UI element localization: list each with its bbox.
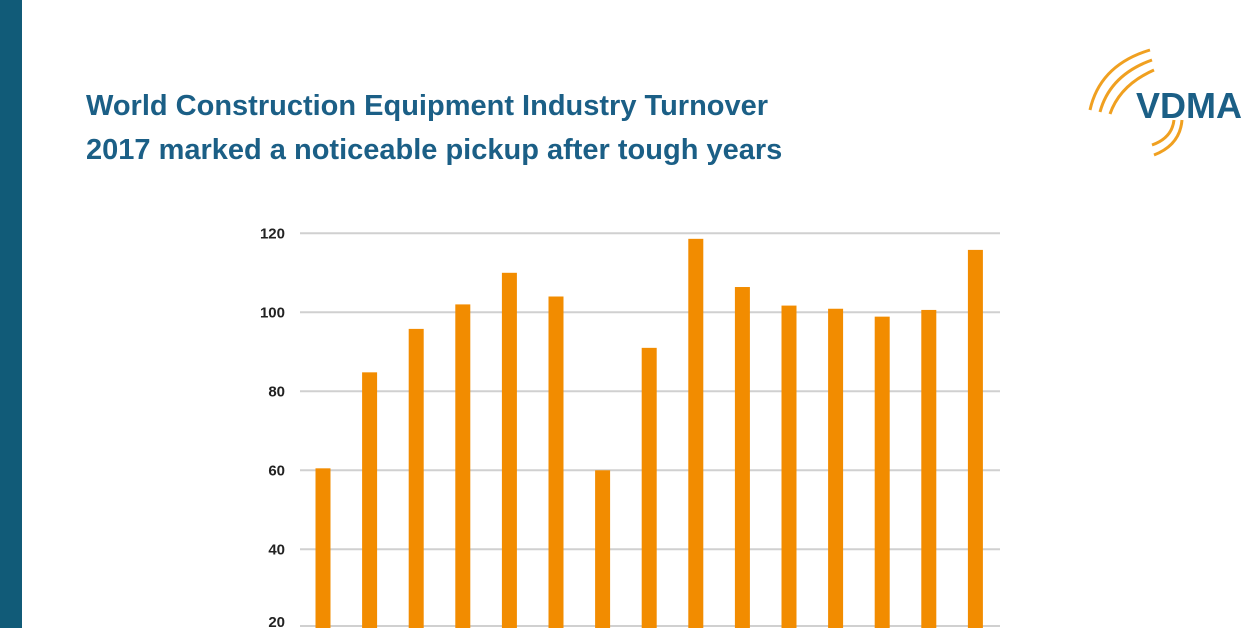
y-tick-label: 40 bbox=[268, 541, 285, 558]
bar bbox=[921, 309, 937, 628]
bar bbox=[688, 238, 704, 628]
y-tick-label: 120 bbox=[260, 225, 285, 242]
y-tick-label: 100 bbox=[260, 304, 285, 321]
bar bbox=[828, 308, 844, 628]
bar bbox=[595, 470, 611, 628]
y-tick-label: 60 bbox=[268, 462, 285, 479]
bar bbox=[455, 304, 471, 628]
bar bbox=[408, 328, 424, 628]
bar bbox=[641, 347, 657, 628]
vdma-logo: VDMA bbox=[1088, 48, 1242, 157]
bar bbox=[315, 468, 331, 628]
sidebar-accent-bar bbox=[0, 0, 22, 628]
logo-text: VDMA bbox=[1136, 85, 1242, 126]
bar bbox=[967, 249, 983, 628]
title-line-2: 2017 marked a noticeable pickup after to… bbox=[86, 134, 783, 166]
title-line-1: World Construction Equipment Industry Tu… bbox=[86, 90, 769, 122]
bar bbox=[781, 305, 797, 628]
y-tick-label: 20 bbox=[268, 614, 285, 628]
bar bbox=[548, 296, 564, 628]
bar bbox=[734, 287, 750, 628]
bar bbox=[362, 372, 378, 628]
bar bbox=[501, 272, 517, 628]
page-title: World Construction Equipment Industry Tu… bbox=[86, 84, 782, 172]
bar bbox=[874, 316, 890, 628]
y-tick-label: 80 bbox=[268, 383, 285, 400]
